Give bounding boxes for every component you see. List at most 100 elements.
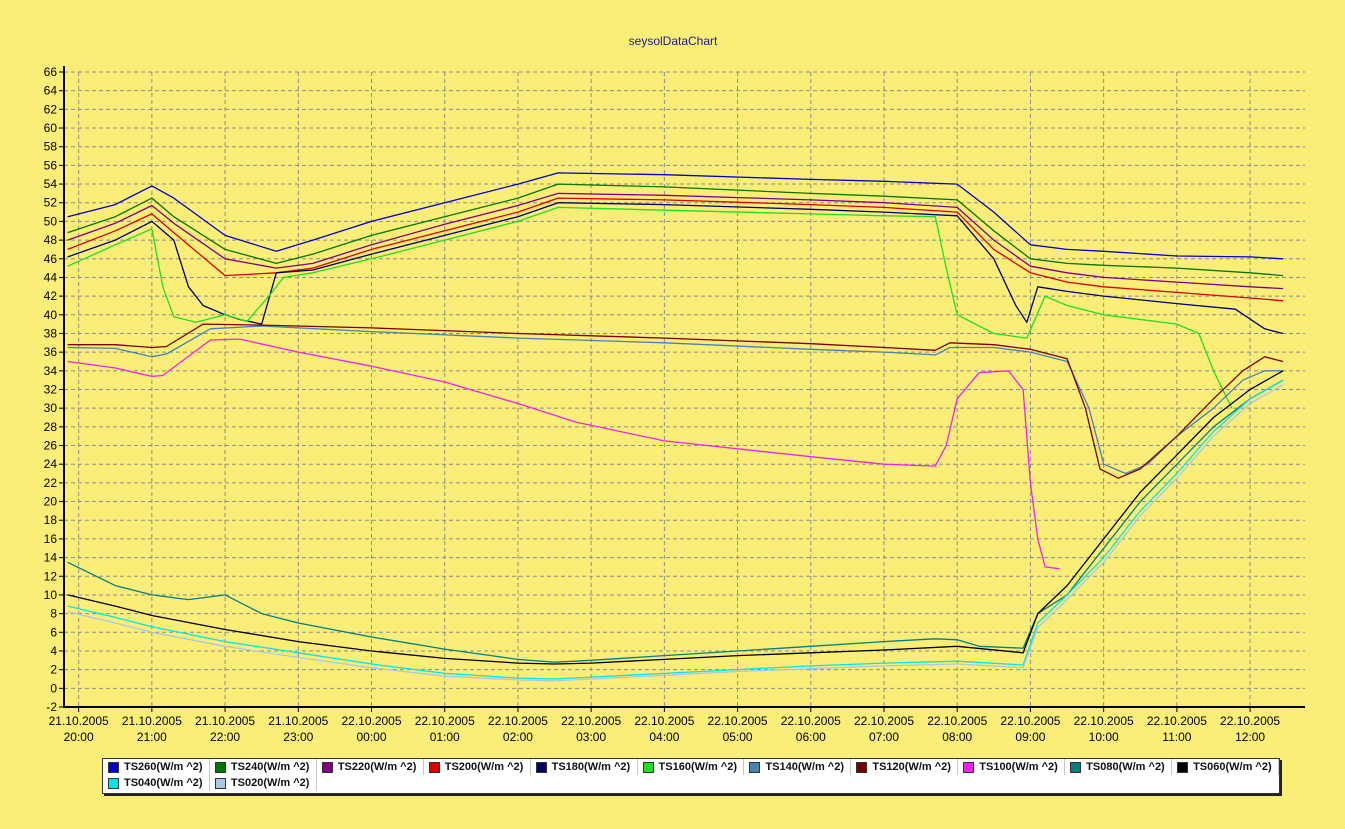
y-tick-label: 22 (44, 476, 58, 490)
legend-label: TS200(W/m ^2) (444, 761, 524, 773)
y-tick-label: 6 (50, 625, 57, 639)
y-tick-label: 66 (44, 65, 58, 79)
y-tick-label: 10 (44, 588, 58, 602)
x-tick-time: 23:00 (283, 730, 313, 744)
x-tick-time: 22:00 (210, 730, 240, 744)
y-tick-label: 42 (44, 289, 58, 303)
y-tick-label: 16 (44, 532, 58, 546)
x-tick-time: 01:00 (430, 730, 460, 744)
series-line-ts260 (67, 172, 1284, 260)
y-tick-label: -2 (46, 700, 57, 714)
legend-label: TS080(W/m ^2) (1086, 761, 1165, 773)
legend: TS260(W/m ^2) TS240(W/m ^2) TS220(W/m ^2) T… (102, 758, 1280, 794)
x-tick-time: 09:00 (1015, 730, 1045, 744)
legend-swatch (642, 761, 654, 773)
x-tick-date: 22.10.2005 (854, 714, 914, 728)
y-tick-label: 30 (44, 401, 58, 415)
legend-swatch (214, 777, 226, 789)
series-line-ts220 (67, 192, 1284, 290)
series-line-ts060 (67, 370, 1284, 665)
series-line-ts020 (67, 384, 1284, 682)
x-tick-date: 21.10.2005 (122, 714, 182, 728)
legend-swatch (749, 761, 761, 773)
y-tick-label: 64 (44, 84, 58, 98)
y-tick-label: 56 (44, 158, 58, 172)
legend-label: TS180(W/m ^2) (551, 761, 631, 773)
chart-title: seysolDataChart (629, 34, 718, 48)
y-tick-label: 46 (44, 252, 58, 266)
y-tick-label: 50 (44, 214, 58, 228)
x-tick-date: 21.10.2005 (268, 714, 328, 728)
x-tick-date: 22.10.2005 (1000, 714, 1060, 728)
y-tick-label: 58 (44, 140, 58, 154)
legend-swatch (214, 761, 226, 773)
y-tick-label: 32 (44, 383, 58, 397)
y-tick-label: 4 (50, 644, 57, 658)
legend-label: TS260(W/m ^2) (124, 761, 203, 773)
legend-swatch (1070, 761, 1082, 773)
x-tick-date: 21.10.2005 (195, 714, 255, 728)
x-tick-date: 22.10.2005 (1220, 714, 1280, 728)
x-tick-date: 21.10.2005 (49, 714, 109, 728)
x-tick-time: 04:00 (649, 730, 679, 744)
x-tick-time: 02:00 (503, 730, 533, 744)
y-tick-label: 14 (44, 551, 58, 565)
y-tick-label: 60 (44, 121, 58, 135)
y-tick-label: 44 (44, 270, 58, 284)
y-tick-label: 18 (44, 513, 58, 527)
x-tick-date: 22.10.2005 (781, 714, 841, 728)
x-tick-date: 22.10.2005 (1147, 714, 1207, 728)
legend-label: TS100(W/m ^2) (979, 761, 1058, 773)
y-tick-label: 8 (50, 607, 57, 621)
legend-label: TS240(W/m ^2) (230, 761, 310, 773)
x-tick-time: 05:00 (723, 730, 753, 744)
axes (63, 66, 1305, 708)
y-tick-label: 24 (44, 457, 58, 471)
series-line-ts040 (67, 379, 1284, 680)
legend-swatch (428, 761, 440, 773)
legend-swatch (535, 761, 547, 773)
y-tick-label: 12 (44, 569, 58, 583)
x-tick-time: 07:00 (869, 730, 899, 744)
data-series (67, 172, 1284, 682)
y-tick-labels: -202468101214161820222426283032343638404… (44, 65, 64, 714)
x-tick-time: 06:00 (796, 730, 826, 744)
legend-item: TS080(W/m ^2) (1065, 759, 1173, 775)
grid-lines (64, 71, 1305, 707)
legend-swatch (963, 761, 975, 773)
legend-item: TS240(W/m ^2) (210, 759, 317, 775)
x-tick-date: 22.10.2005 (927, 714, 987, 728)
x-tick-date: 22.10.2005 (561, 714, 621, 728)
x-tick-time: 11:00 (1162, 730, 1191, 744)
x-tick-time: 00:00 (356, 730, 386, 744)
x-tick-time: 03:00 (576, 730, 606, 744)
y-tick-label: 48 (44, 233, 58, 247)
x-tick-labels: 21.10.2005 20:00 21.10.2005 21:00 21.10.2005… (49, 707, 1280, 744)
y-tick-label: 0 (50, 681, 57, 695)
legend-item: TS180(W/m ^2) (531, 759, 638, 775)
legend-label: TS120(W/m ^2) (872, 761, 951, 773)
legend-item: TS120(W/m ^2) (851, 759, 959, 775)
legend-swatch (1177, 761, 1189, 773)
legend-item: TS020(W/m ^2) (210, 775, 317, 791)
legend-item: TS060(W/m ^2) (1172, 759, 1279, 775)
legend-item: TS220(W/m ^2) (317, 759, 424, 775)
legend-label: TS140(W/m ^2) (765, 761, 845, 773)
legend-label: TS020(W/m ^2) (230, 777, 310, 789)
legend-swatch (321, 761, 333, 773)
legend-item: TS100(W/m ^2) (958, 759, 1066, 775)
x-tick-time: 21:00 (137, 730, 167, 744)
y-tick-label: 28 (44, 420, 58, 434)
legend-item: TS260(W/m ^2) (103, 759, 210, 775)
y-tick-label: 54 (44, 177, 58, 191)
legend-item: TS200(W/m ^2) (424, 759, 531, 775)
series-line-ts200 (67, 197, 1284, 302)
x-tick-time: 10:00 (1089, 730, 1119, 744)
legend-label: TS160(W/m ^2) (658, 761, 738, 773)
y-tick-label: 2 (50, 663, 57, 677)
x-tick-date: 22.10.2005 (415, 714, 475, 728)
x-tick-date: 22.10.2005 (488, 714, 548, 728)
legend-item: TS160(W/m ^2) (638, 759, 745, 775)
legend-label: TS060(W/m ^2) (1193, 761, 1272, 773)
